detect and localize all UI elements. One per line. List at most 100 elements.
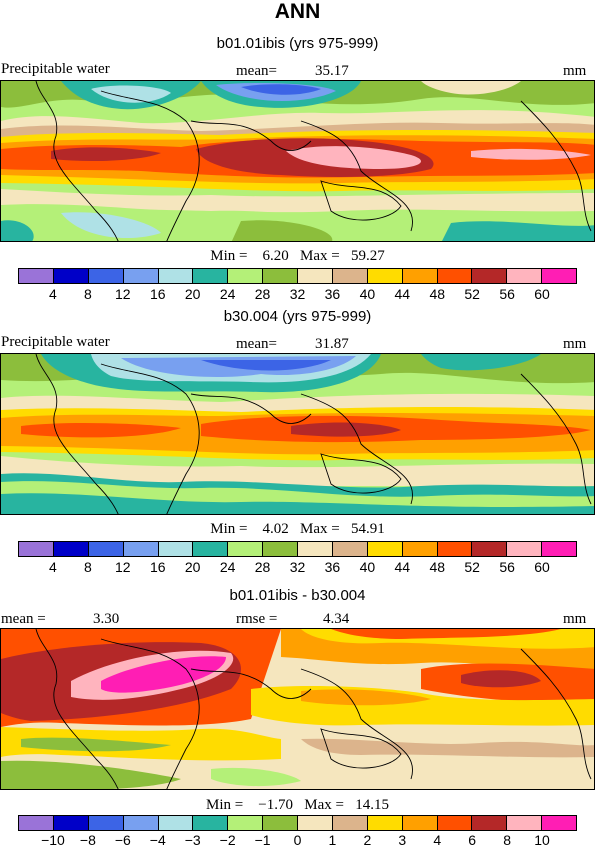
panel-2-map bbox=[0, 353, 595, 515]
colorbar-tick-label: −3 bbox=[184, 832, 201, 848]
colorbar-tick-label: 8 bbox=[83, 286, 92, 302]
colorbar-swatch bbox=[367, 816, 403, 830]
colorbar-tick-label: 8 bbox=[503, 832, 512, 848]
colorbar-swatch bbox=[19, 269, 54, 283]
colorbar-swatch bbox=[263, 269, 298, 283]
colorbar-swatch bbox=[367, 542, 403, 556]
colorbar-swatch bbox=[123, 542, 159, 556]
colorbar-swatch bbox=[298, 269, 333, 283]
colorbar-tick-label: 56 bbox=[499, 559, 515, 575]
colorbar-swatch bbox=[332, 816, 368, 830]
colorbar-swatch bbox=[53, 816, 89, 830]
colorbar-tick-label: 56 bbox=[499, 286, 515, 302]
colorbar-swatch bbox=[437, 542, 473, 556]
colorbar-swatch bbox=[263, 816, 298, 830]
panel-1-max-label: Max = bbox=[300, 248, 340, 264]
colorbar-swatch bbox=[193, 269, 229, 283]
colorbar-swatch bbox=[542, 269, 576, 283]
panel-2-min-value: 4.02 bbox=[262, 521, 289, 537]
colorbar-tick-label: 28 bbox=[254, 286, 271, 302]
colorbar-tick-label: 24 bbox=[219, 286, 236, 302]
panel-2-units: mm bbox=[563, 336, 587, 352]
panel-1-max-value: 59.27 bbox=[350, 248, 385, 264]
colorbar-tick-label: 52 bbox=[464, 559, 480, 575]
colorbar-swatch bbox=[367, 269, 403, 283]
colorbar-swatch bbox=[472, 542, 508, 556]
colorbar-swatch bbox=[507, 542, 543, 556]
colorbar-swatch bbox=[437, 269, 473, 283]
colorbar-swatch bbox=[472, 269, 508, 283]
colorbar-swatch bbox=[402, 542, 438, 556]
colorbar-swatch bbox=[437, 816, 473, 830]
panel-3-min-value: −1.70 bbox=[258, 797, 293, 813]
panel-1-min-max: Min = 6.20 Max = 59.27 bbox=[0, 248, 595, 265]
panel-1-mean-value: 35.17 bbox=[315, 63, 349, 79]
colorbar-swatch bbox=[158, 542, 194, 556]
panel-3-mean-label: mean = bbox=[1, 611, 46, 627]
colorbar-tick-label: 48 bbox=[429, 559, 446, 575]
panel-3-mean-value: 3.30 bbox=[93, 611, 120, 627]
colorbar-tick-label: 36 bbox=[324, 286, 341, 302]
colorbar-swatch bbox=[88, 269, 124, 283]
colorbar-swatch bbox=[402, 269, 438, 283]
colorbar-tick-label: −2 bbox=[219, 832, 236, 848]
panel-2-min-max: Min = 4.02 Max = 54.91 bbox=[0, 521, 595, 538]
panel-2-max-value: 54.91 bbox=[350, 521, 385, 537]
colorbar-swatch bbox=[158, 816, 194, 830]
panel-3-max-value: 14.15 bbox=[355, 797, 389, 813]
panel-1-min-value: 6.20 bbox=[262, 248, 289, 264]
colorbar-tick-label: 4 bbox=[433, 832, 442, 848]
colorbar-tick-label: 36 bbox=[324, 559, 341, 575]
colorbar-tick-label: 48 bbox=[429, 286, 446, 302]
panel-1-colorbar-ticks: 4 8 12 16 20 24 28 32 36 40 44 48 52 56 60 bbox=[18, 286, 577, 302]
colorbar-tick-label: 20 bbox=[184, 559, 201, 575]
panel-3-min-max: Min = −1.70 Max = 14.15 bbox=[0, 797, 595, 814]
panel-1-colorbar bbox=[18, 268, 577, 284]
colorbar-tick-label: 16 bbox=[149, 286, 166, 302]
colorbar-swatch bbox=[402, 816, 438, 830]
panel-2-colorbar-ticks: 4 8 12 16 20 24 28 32 36 40 44 48 52 56 60 bbox=[18, 559, 577, 575]
colorbar-tick-label: 60 bbox=[534, 559, 550, 575]
colorbar-tick-label: 12 bbox=[115, 559, 131, 575]
colorbar-tick-label: −8 bbox=[79, 832, 96, 848]
colorbar-swatch bbox=[88, 816, 124, 830]
colorbar-tick-label: 20 bbox=[184, 286, 201, 302]
panel-2-variable-label: Precipitable water bbox=[1, 334, 110, 350]
colorbar-tick-label: 2 bbox=[363, 832, 372, 848]
colorbar-swatch bbox=[332, 542, 368, 556]
panel-3-colorbar-ticks: −10 −8 −6 −4 −3 −2 −1 0 1 2 3 4 6 8 10 bbox=[18, 832, 577, 848]
colorbar-swatch bbox=[228, 542, 264, 556]
colorbar-swatch bbox=[193, 816, 229, 830]
colorbar-swatch bbox=[19, 816, 54, 830]
colorbar-tick-label: 32 bbox=[289, 286, 306, 302]
colorbar-tick-label: 10 bbox=[534, 832, 550, 848]
colorbar-swatch bbox=[53, 542, 89, 556]
colorbar-tick-label: 52 bbox=[464, 286, 480, 302]
colorbar-tick-label: 0 bbox=[293, 832, 302, 848]
colorbar-tick-label: −4 bbox=[149, 832, 166, 848]
colorbar-swatch bbox=[53, 269, 89, 283]
panel-3-colorbar bbox=[18, 815, 577, 831]
panel-3-rmse-label: rmse = bbox=[236, 611, 278, 627]
colorbar-tick-label: 32 bbox=[289, 559, 306, 575]
figure-title: ANN bbox=[274, 0, 321, 23]
colorbar-swatch bbox=[542, 816, 576, 830]
colorbar-tick-label: 8 bbox=[83, 559, 92, 575]
colorbar-swatch bbox=[298, 542, 333, 556]
colorbar-swatch bbox=[19, 542, 54, 556]
panel-1-mean-label: mean= bbox=[236, 63, 277, 79]
colorbar-swatch bbox=[88, 542, 124, 556]
panel-1-min-label: Min = bbox=[210, 248, 248, 264]
colorbar-tick-label: 6 bbox=[468, 832, 477, 848]
colorbar-tick-label: 3 bbox=[398, 832, 407, 848]
panel-2-max-label: Max = bbox=[300, 521, 340, 537]
panel-2-colorbar bbox=[18, 541, 577, 557]
panel-2-title: b30.004 (yrs 975-999) bbox=[223, 308, 372, 325]
panel-3-title: b01.01ibis - b30.004 bbox=[229, 587, 366, 604]
colorbar-swatch bbox=[228, 816, 264, 830]
colorbar-tick-label: −6 bbox=[114, 832, 131, 848]
colorbar-swatch bbox=[332, 269, 368, 283]
colorbar-tick-label: 40 bbox=[359, 286, 376, 302]
panel-3-map bbox=[0, 628, 595, 790]
colorbar-swatch bbox=[472, 816, 508, 830]
